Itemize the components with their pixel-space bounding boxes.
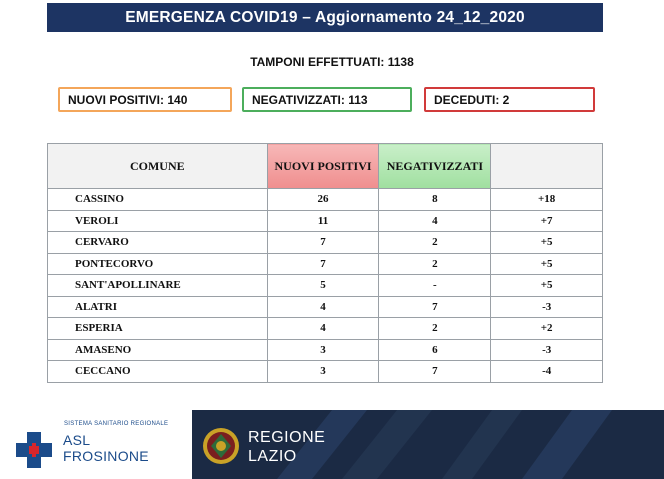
cell-differenza: +5: [490, 231, 603, 254]
cell-negativizzati: 2: [378, 317, 492, 340]
cell-negativizzati: 2: [378, 231, 492, 254]
table-row: ESPERIA 4 2 +2: [47, 317, 603, 340]
regione-lazio-emblem-icon: [203, 428, 239, 464]
cell-negativizzati: 4: [378, 209, 492, 232]
table-row: CECCANO 3 7 -4: [47, 360, 603, 383]
table-row: CASSINO 26 8 +18: [47, 188, 603, 211]
header-comune: COMUNE: [47, 143, 268, 189]
cell-nuovi-positivi: 4: [266, 317, 380, 340]
header-negativizzati: NEGATIVIZZATI: [378, 143, 492, 189]
regione-lazio-banner: REGIONE LAZIO: [192, 410, 664, 479]
cell-nuovi-positivi: 7: [266, 231, 380, 254]
table-row: SANT'APOLLINARE 5- +5: [47, 274, 603, 297]
asl-name-line1: ASL: [63, 432, 91, 448]
asl-name-line2: FROSINONE: [63, 448, 149, 464]
cell-comune: VEROLI: [47, 209, 268, 232]
cell-comune: CASSINO: [47, 188, 268, 211]
table-row: ALATRI 4 7 -3: [47, 295, 603, 318]
nuovi-positivi-box: NUOVI POSITIVI: 140: [58, 87, 232, 112]
cell-differenza: +5: [490, 274, 603, 297]
deceduti-label: DECEDUTI: 2: [434, 92, 510, 107]
asl-cross-icon: [16, 432, 52, 468]
cell-negativizzati: 2: [378, 252, 492, 275]
asl-subtitle: SISTEMA SANITARIO REGIONALE: [64, 421, 169, 427]
table-header-row: COMUNE NUOVI POSITIVI NEGATIVIZZATI: [47, 143, 603, 189]
cell-nuovi-positivi: 7: [266, 252, 380, 275]
header-nuovi-positivi: NUOVI POSITIVI: [266, 143, 380, 189]
cell-comune: CERVARO: [47, 231, 268, 254]
cell-nuovi-positivi: 4: [266, 295, 380, 318]
regione-name-line1: REGIONE: [248, 429, 326, 446]
cell-negativizzati: 7: [378, 360, 492, 383]
cell-negativizzati: 8: [378, 188, 492, 211]
deceduti-box: DECEDUTI: 2: [424, 87, 595, 112]
cell-nuovi-positivi: 3: [266, 360, 380, 383]
cell-differenza: +5: [490, 252, 603, 275]
cell-nuovi-positivi: 26: [266, 188, 380, 211]
negativizzati-box: NEGATIVIZZATI: 113: [242, 87, 412, 112]
cell-negativizzati: 6: [378, 338, 492, 361]
banner-stripes: [277, 410, 612, 479]
header-differenza: [490, 143, 603, 189]
cell-negativizzati: -: [378, 274, 492, 297]
table-row: CERVARO 7 2 +5: [47, 231, 603, 254]
cell-differenza: -3: [490, 338, 603, 361]
cell-nuovi-positivi: 5: [266, 274, 380, 297]
table-row: PONTECORVO 7 2 +5: [47, 252, 603, 275]
comuni-table: COMUNE NUOVI POSITIVI NEGATIVIZZATI CASS…: [47, 143, 603, 383]
cell-differenza: +7: [490, 209, 603, 232]
cell-differenza: -4: [490, 360, 603, 383]
cell-comune: CECCANO: [47, 360, 268, 383]
regione-name-line2: LAZIO: [248, 448, 297, 465]
cell-comune: ALATRI: [47, 295, 268, 318]
nuovi-positivi-label: NUOVI POSITIVI: 140: [68, 92, 188, 107]
cell-nuovi-positivi: 3: [266, 338, 380, 361]
cell-nuovi-positivi: 11: [266, 209, 380, 232]
cell-comune: SANT'APOLLINARE: [47, 274, 268, 297]
cell-differenza: +18: [490, 188, 603, 211]
cell-comune: PONTECORVO: [47, 252, 268, 275]
cell-comune: ESPERIA: [47, 317, 268, 340]
cell-negativizzati: 7: [378, 295, 492, 318]
cell-comune: AMASENO: [47, 338, 268, 361]
page-title: EMERGENZA COVID19 – Aggiornamento 24_12_…: [47, 3, 603, 32]
table-row: AMASENO 3 6 -3: [47, 338, 603, 361]
tamponi-effettuati: TAMPONI EFFETTUATI: 1138: [250, 55, 414, 69]
cell-differenza: -3: [490, 295, 603, 318]
negativizzati-label: NEGATIVIZZATI: 113: [252, 92, 368, 107]
table-row: VEROLI 11 4 +7: [47, 209, 603, 232]
cell-differenza: +2: [490, 317, 603, 340]
